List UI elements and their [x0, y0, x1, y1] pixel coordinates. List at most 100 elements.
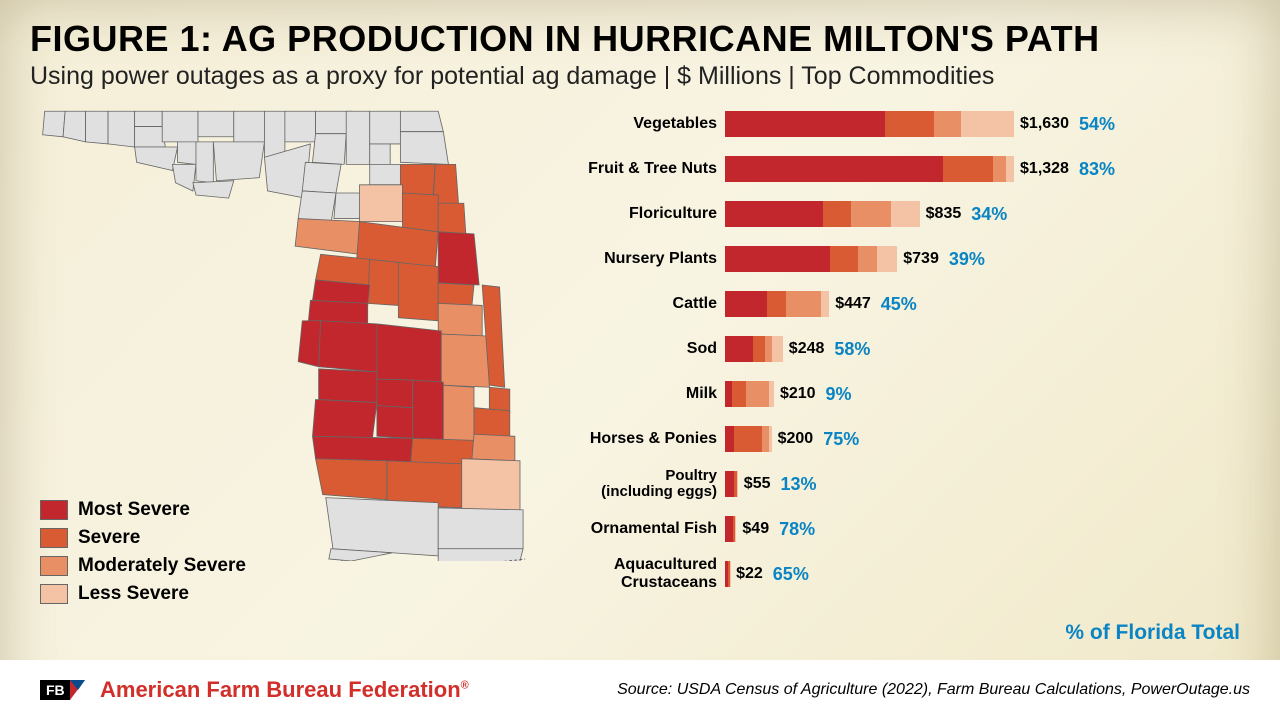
county-bradford	[370, 164, 401, 184]
bar-pct: 13%	[781, 474, 817, 495]
bar-segment	[725, 246, 830, 272]
county-wakulla	[213, 142, 264, 181]
bar-segment	[725, 111, 885, 137]
county-collier	[326, 498, 438, 556]
bar-value: $739	[903, 250, 939, 268]
bar-segment	[737, 471, 738, 497]
bar-wrap: $739 39%	[725, 246, 1115, 272]
bar-segment	[877, 246, 898, 272]
bar-segment	[762, 426, 769, 452]
legend-row: Moderately Severe	[40, 555, 246, 577]
bar-wrap: $835 34%	[725, 201, 1115, 227]
bar-segment	[885, 111, 935, 137]
county-walton	[108, 111, 135, 147]
bar-value: $1,328	[1020, 160, 1069, 178]
county-lee	[316, 459, 388, 500]
county-jefferson	[264, 111, 284, 157]
legend-row: Severe	[40, 527, 246, 549]
county-clay	[400, 164, 435, 195]
chart-row-label: Floriculture	[560, 205, 725, 223]
county-okaloosa	[86, 111, 108, 144]
bar-value: $55	[744, 475, 771, 493]
legend-label: Severe	[78, 527, 140, 549]
county-highlands	[413, 380, 444, 440]
bar-segment	[725, 426, 734, 452]
county-union	[370, 144, 390, 164]
bar-segment	[772, 336, 783, 362]
county-flagler	[438, 203, 466, 234]
county-calhoun	[178, 142, 198, 164]
county-miamidade	[438, 549, 523, 561]
county-osceola	[441, 334, 489, 387]
bar-value: $248	[789, 340, 825, 358]
chart-row: Floriculture $835 34%	[560, 196, 1225, 232]
bar-wrap: $1,32883%	[725, 156, 1115, 182]
bar-segment	[934, 111, 961, 137]
bar-pct: 39%	[949, 249, 985, 270]
bar-segment	[858, 246, 877, 272]
county-washington	[135, 127, 166, 147]
county-santarosa	[63, 111, 85, 142]
chart-row-label: Cattle	[560, 295, 725, 313]
chart-row-label: Poultry(including eggs)	[560, 468, 725, 501]
bar-pct: 34%	[971, 204, 1007, 225]
county-broward	[438, 508, 523, 549]
bar-segment	[753, 336, 765, 362]
chart-row: Poultry(including eggs) $55 13%	[560, 466, 1225, 502]
legend-swatch	[40, 584, 68, 604]
legend-row: Most Severe	[40, 499, 246, 521]
county-leon	[234, 111, 265, 142]
bar-segment	[786, 291, 821, 317]
county-levy	[295, 219, 361, 255]
figure-subtitle: Using power outages as a proxy for poten…	[30, 62, 1250, 91]
county-seminole	[438, 283, 474, 305]
legend-label: Most Severe	[78, 499, 190, 521]
bar-value: $49	[742, 520, 769, 538]
footer: FB American Farm Bureau Federation® Sour…	[0, 660, 1280, 720]
legend-swatch	[40, 556, 68, 576]
county-madison	[285, 111, 316, 142]
county-duval	[400, 132, 448, 165]
bar-segment	[993, 156, 1006, 182]
county-palmbeach	[462, 459, 520, 512]
bar-wrap: $1,630 54%	[725, 111, 1115, 137]
bar-wrap: $24858%	[725, 336, 1115, 362]
county-franklin	[193, 181, 234, 198]
bar-segment	[769, 381, 774, 407]
bar-wrap: $55 13%	[725, 471, 1115, 497]
severity-legend: Most Severe Severe Moderately Severe Less S…	[40, 493, 246, 611]
bar-segment	[961, 111, 1014, 137]
county-escambia	[43, 111, 65, 137]
afbf-logo: FB American Farm Bureau Federation®	[40, 674, 469, 706]
county-martin	[472, 434, 515, 461]
county-gadsden	[198, 111, 234, 137]
legend-label: Less Severe	[78, 583, 189, 605]
bar-segment	[830, 246, 858, 272]
bar-segment	[734, 426, 762, 452]
source-credit: Source: USDA Census of Agriculture (2022…	[617, 681, 1250, 699]
bar-pct: 78%	[779, 519, 815, 540]
bar-chart: Vegetables$1,63054%Fruit & Tree Nuts$1,3…	[560, 101, 1260, 631]
bar-value: $1,630	[1020, 115, 1069, 133]
chart-row: Milk$2109%	[560, 376, 1225, 412]
county-desoto	[377, 406, 413, 439]
chart-row-label: Nursery Plants	[560, 250, 725, 268]
bar-value: $835	[926, 205, 962, 223]
county-stlucie	[474, 408, 510, 437]
county-putnam	[402, 193, 438, 232]
bar-wrap: $49 78%	[725, 516, 1115, 542]
bar-pct: 54%	[1079, 114, 1115, 135]
county-suwannee	[312, 134, 346, 165]
legend-row: Less Severe	[40, 583, 246, 605]
afbf-name: American Farm Bureau Federation®	[100, 677, 469, 703]
bar-wrap: $2109%	[725, 381, 1115, 407]
bar-wrap: $44745%	[725, 291, 1115, 317]
county-alachua	[360, 185, 403, 222]
county-liberty	[196, 142, 213, 183]
bar-segment	[725, 336, 753, 362]
bar-segment	[725, 471, 734, 497]
county-hardee	[377, 379, 413, 408]
county-gulf	[172, 164, 196, 191]
bar-segment	[725, 291, 767, 317]
county-gilchrist	[334, 193, 362, 219]
